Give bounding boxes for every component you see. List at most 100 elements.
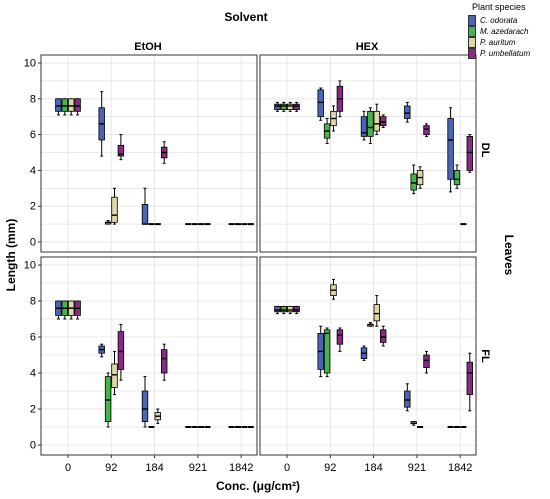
box-m-azedarach-92 [104,372,112,428]
box-body [379,329,387,343]
box-body [410,173,417,191]
box-body [55,98,62,112]
y-tick-label: 10 [24,260,36,272]
box-body [404,105,411,119]
x-tick-label: 0 [65,462,71,474]
x-tick-label: 921 [189,462,207,474]
box-body [423,125,430,136]
column-header-hex: HEX [356,41,379,53]
box-p-umbellatum-921 [423,350,430,374]
box-body [68,98,75,112]
box-m-azedarach-92 [323,327,331,378]
box-p-umbellatum-184 [160,343,168,381]
box-c-odorata-92 [98,91,105,157]
x-tick-label: 1842 [448,462,472,474]
box-body [373,304,380,322]
box-p-auritum-184 [373,295,380,327]
box-m-azedarach-1842 [453,164,461,189]
box-p-auritum-184 [154,408,161,424]
box-p-auritum-92 [330,105,337,132]
row-group-label: Leaves [502,235,516,276]
y-tick-label: 2 [30,404,36,416]
box-c-odorata-921 [404,101,411,123]
box-p-umbellatum-92 [336,327,344,352]
box-p-umbellatum-921 [423,123,430,137]
box-body [274,103,281,110]
legend-swatch [468,37,476,48]
panel-background [260,257,476,455]
panels-layer: 0 2 4 6 8 10 0 2 4 6 8 10 0 92 184 921 1842 0 92 184 921 1842 [24,54,477,474]
box-p-umbellatum-0 [74,300,81,320]
x-tick-label: 921 [408,462,426,474]
legend-item-p-auritum: P. auritum [468,37,550,48]
box-body [423,354,430,369]
box-p-umbellatum-0 [74,98,81,116]
chart-title: Solvent [224,10,267,24]
y-tick-label: 0 [30,440,36,452]
y-tick-label: 2 [30,201,36,213]
box-c-odorata-92 [317,87,324,121]
panel-background [41,55,257,252]
legend-label: P. umbellatum [480,49,531,58]
box-p-umbellatum-184 [379,114,387,128]
legend-label: C. odorata [480,16,518,25]
legend-label: P. auritum [480,38,516,47]
box-m-azedarach-92 [104,220,112,225]
box-p-umbellatum-92 [336,80,344,118]
panel-dl-hex [259,54,477,253]
legend-swatch [468,15,476,26]
legend-item-p-umbellatum: P. umbellatum [468,48,550,59]
box-p-umbellatum-1842 [466,134,473,173]
box-p-auritum-0 [68,98,75,116]
box-c-odorata-92 [317,325,324,378]
box-c-odorata-0 [274,101,281,112]
panel-background [41,257,257,455]
legend-title: Plant species [472,2,526,12]
box-p-umbellatum-184 [379,325,387,347]
box-c-odorata-184 [360,110,368,141]
y-tick-label: 8 [30,93,36,105]
box-body [141,204,149,225]
box-p-auritum-0 [286,101,294,112]
y-tick-label: 6 [30,129,36,141]
box-c-odorata-184 [141,376,149,428]
box-body [379,116,387,127]
box-body [323,329,331,374]
y-tick-label: 4 [30,368,36,380]
legend-swatch [468,48,476,59]
x-tick-label: 184 [145,462,163,474]
legend-item-m-azedarach: M. azedarach [468,26,550,37]
box-body [336,329,344,345]
box-p-umbellatum-0 [293,305,300,315]
box-p-auritum-184 [373,103,380,136]
box-p-auritum-0 [68,300,75,320]
box-m-azedarach-0 [61,300,68,320]
box-body [360,116,368,137]
row-header-fl: FL [479,349,491,363]
box-c-odorata-921 [404,383,411,412]
y-tick-label: 8 [30,296,36,308]
box-body [111,196,118,223]
box-c-odorata-184 [360,345,368,361]
box-c-odorata-0 [55,98,62,116]
box-body [293,103,300,110]
box-body [274,305,281,313]
box-p-umbellatum-1842 [466,352,473,412]
legend: Plant species C. odorata M. azedarach P. a… [468,2,550,59]
box-body [160,349,168,374]
box-body [74,98,81,112]
box-body [117,331,125,370]
box-m-azedarach-184 [367,107,374,145]
box-body [104,376,112,423]
box-body [286,103,294,110]
box-p-umbellatum-184 [160,141,168,164]
box-body [466,361,473,396]
box-m-azedarach-921 [410,421,417,426]
box-body [373,110,380,132]
box-body [367,110,374,137]
panel-frame [40,256,258,456]
y-tick-label: 0 [30,237,36,249]
panel-fl-hex: 0 92 184 921 1842 [259,256,477,474]
panel-frame [40,54,258,253]
